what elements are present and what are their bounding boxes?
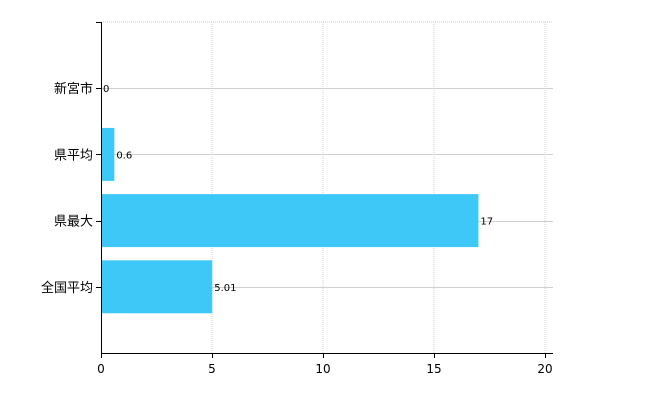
category-label: 県最大 [54,215,93,230]
x-tick-label: 0 [97,362,105,376]
data-label: 0 [103,84,109,95]
bar [101,194,479,248]
category-label: 新宮市 [54,81,93,97]
data-label: 17 [480,217,493,228]
axis-layer [96,22,553,358]
category-label: 県平均 [54,148,93,163]
x-tick-label: 10 [315,362,330,376]
bar [101,127,115,181]
data-label: 0.6 [116,150,132,161]
category-label: 全国平均 [41,280,93,296]
bar [101,260,213,314]
bar-layer [101,127,479,314]
x-tick-label: 20 [537,362,552,376]
data-label: 5.01 [214,283,236,294]
x-tick-label: 5 [208,362,216,376]
x-tick-label: 15 [426,362,441,376]
